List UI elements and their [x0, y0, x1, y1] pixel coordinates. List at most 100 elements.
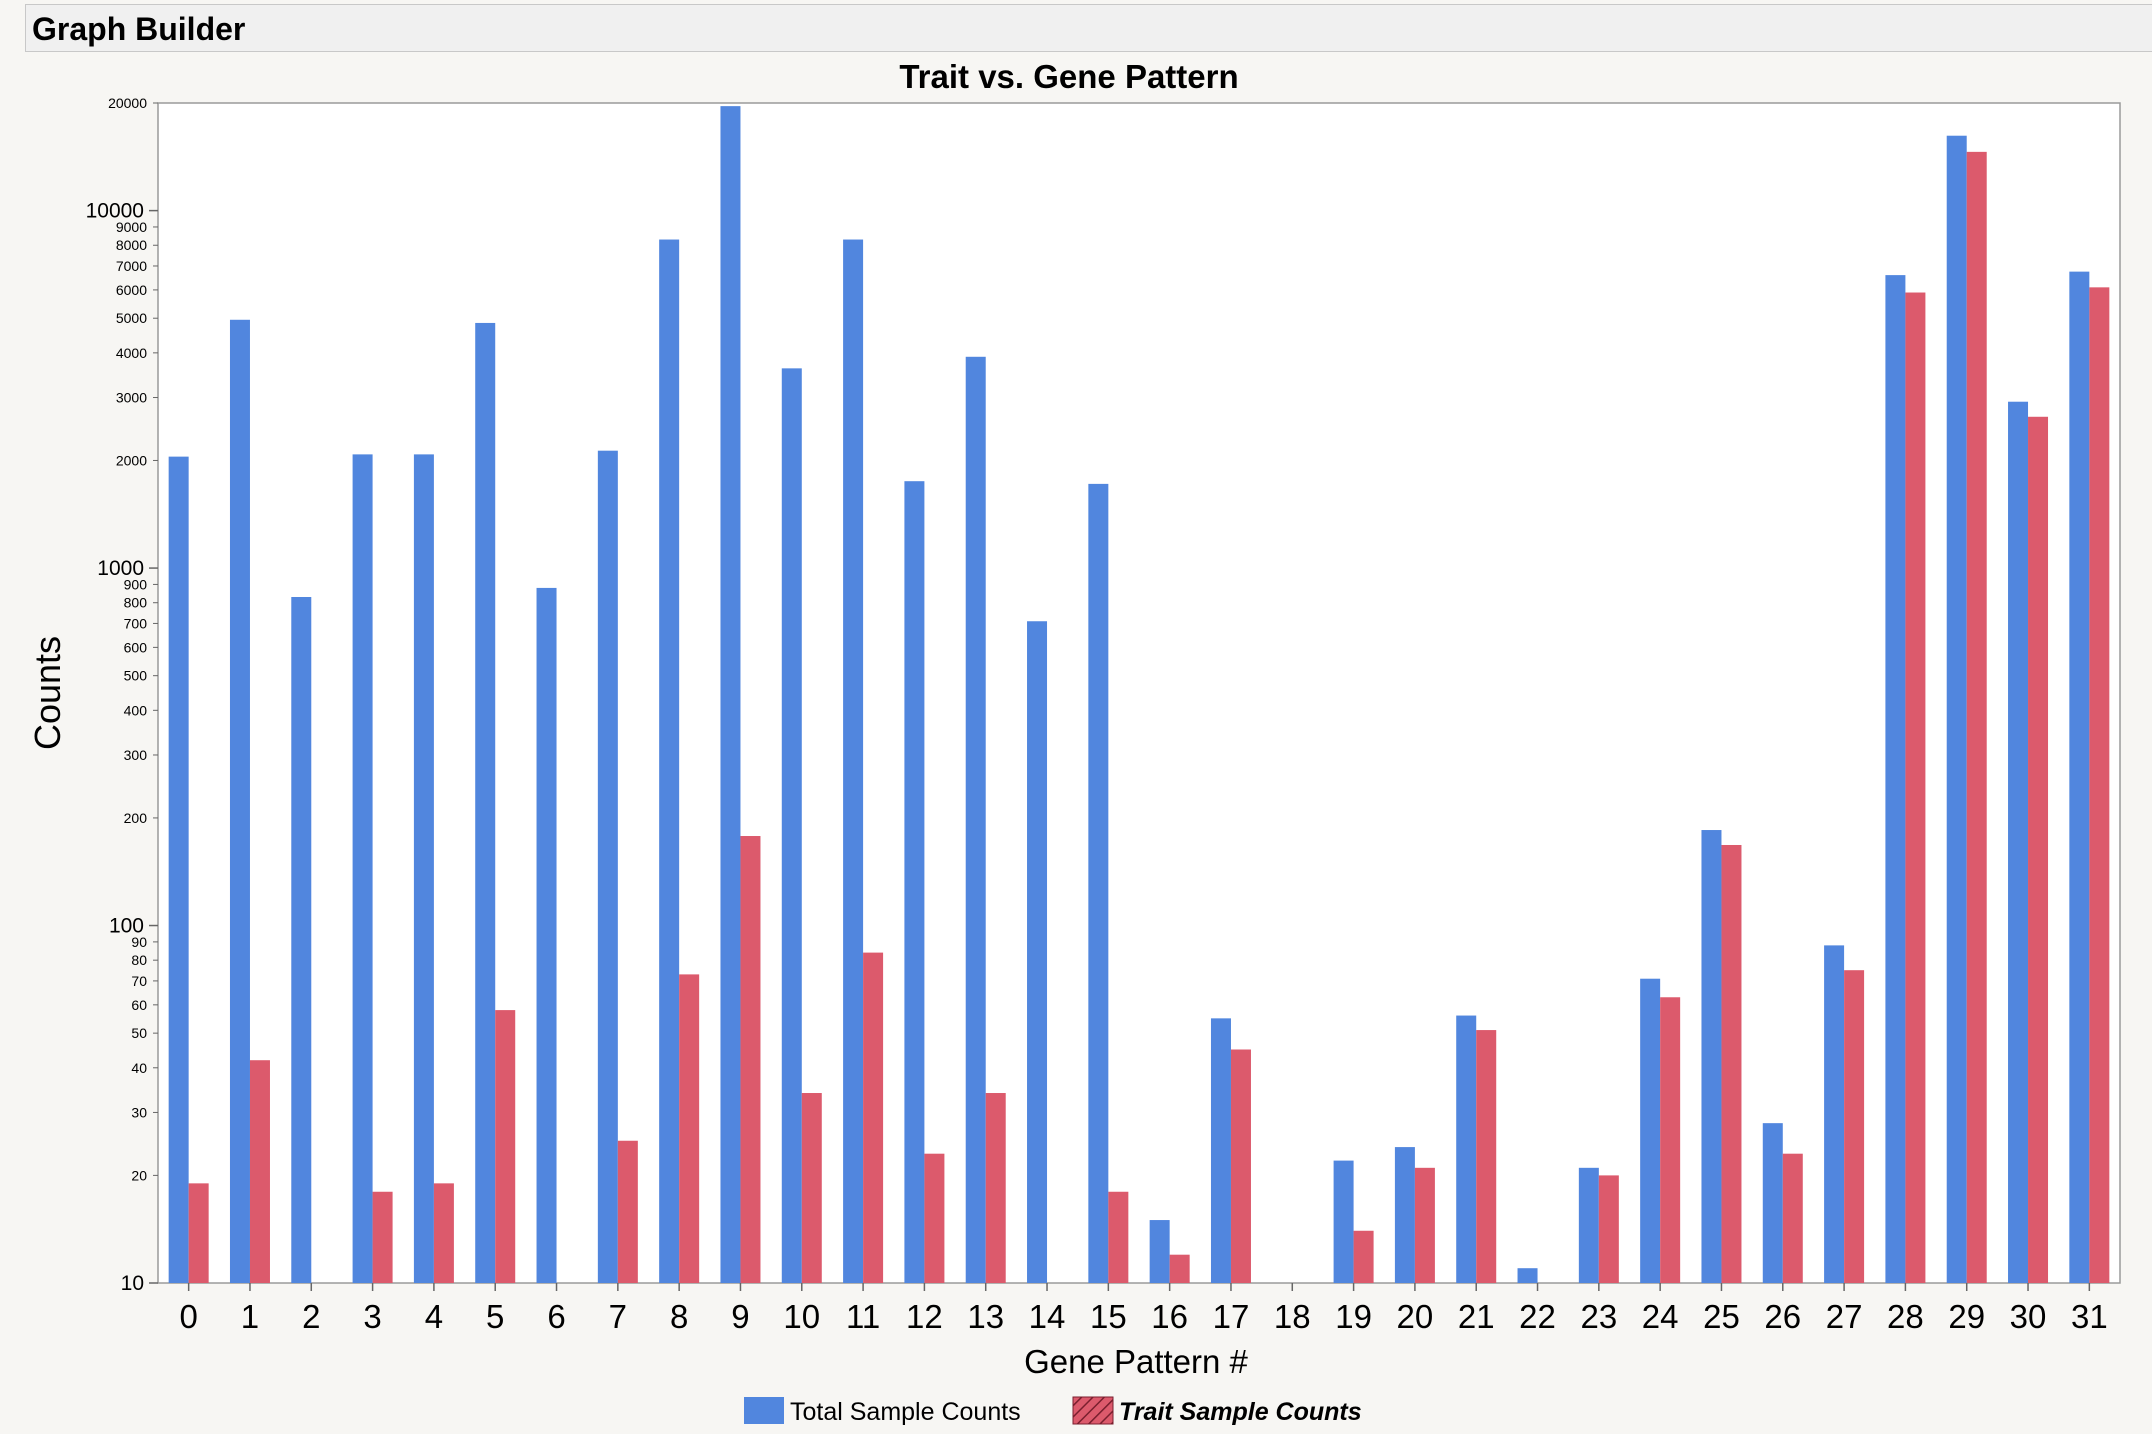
bar-trait-sample-counts[interactable] [1660, 997, 1681, 1283]
bar-trait-sample-counts[interactable] [740, 836, 761, 1283]
bar-total-sample-counts[interactable] [597, 450, 618, 1283]
y-tick-label: 10 [121, 1272, 144, 1295]
bar-total-sample-counts[interactable] [720, 106, 741, 1284]
x-tick-label: 16 [1151, 1298, 1188, 1335]
bar-total-sample-counts[interactable] [1578, 1167, 1599, 1283]
bar-trait-sample-counts[interactable] [1169, 1254, 1190, 1283]
legend-swatch-total [744, 1397, 784, 1424]
bar-trait-sample-counts[interactable] [863, 952, 884, 1283]
y-tick-label: 2000 [116, 452, 147, 468]
x-tick-label: 23 [1580, 1298, 1617, 1335]
bar-trait-sample-counts[interactable] [433, 1183, 454, 1283]
bar-total-sample-counts[interactable] [1762, 1123, 1783, 1283]
x-tick-label: 29 [1948, 1298, 1985, 1335]
bar-total-sample-counts[interactable] [1210, 1018, 1231, 1283]
y-tick-label: 600 [124, 639, 148, 655]
bar-total-sample-counts[interactable] [1640, 978, 1661, 1283]
y-tick-label: 5000 [116, 310, 147, 326]
bar-total-sample-counts[interactable] [1946, 135, 1967, 1283]
y-tick-label: 100 [109, 915, 144, 938]
bar-trait-sample-counts[interactable] [2089, 287, 2110, 1283]
bar-trait-sample-counts[interactable] [1108, 1191, 1129, 1283]
x-tick-label: 19 [1335, 1298, 1372, 1335]
window-title-bar: Graph Builder [25, 4, 2152, 52]
bar-trait-sample-counts[interactable] [1966, 151, 1987, 1283]
bar-total-sample-counts[interactable] [1456, 1015, 1477, 1283]
bar-trait-sample-counts[interactable] [1782, 1153, 1803, 1283]
window-title: Graph Builder [32, 11, 246, 47]
bar-total-sample-counts[interactable] [291, 596, 312, 1283]
bar-total-sample-counts[interactable] [1333, 1160, 1354, 1283]
bar-trait-sample-counts[interactable] [679, 974, 700, 1283]
y-tick-label: 10000 [86, 200, 144, 223]
x-tick-label: 10 [783, 1298, 820, 1335]
bar-total-sample-counts[interactable] [168, 456, 189, 1283]
bar-trait-sample-counts[interactable] [372, 1191, 393, 1283]
bar-trait-sample-counts[interactable] [801, 1093, 822, 1283]
bar-total-sample-counts[interactable] [1824, 945, 1845, 1283]
bar-total-sample-counts[interactable] [1394, 1147, 1415, 1283]
y-tick-label: 200 [124, 810, 148, 826]
x-tick-label: 30 [2010, 1298, 2047, 1335]
bar-total-sample-counts[interactable] [659, 239, 680, 1283]
bar-trait-sample-counts[interactable] [1414, 1167, 1435, 1283]
x-tick-label: 1 [241, 1298, 259, 1335]
x-tick-label: 14 [1029, 1298, 1066, 1335]
bar-total-sample-counts[interactable] [2069, 271, 2090, 1283]
bar-trait-sample-counts[interactable] [1476, 1030, 1497, 1283]
bar-trait-sample-counts[interactable] [2028, 416, 2049, 1284]
chart-title: Trait vs. Gene Pattern [899, 58, 1238, 95]
y-tick-label: 80 [131, 952, 147, 968]
x-tick-label: 11 [846, 1298, 880, 1335]
bar-total-sample-counts[interactable] [536, 587, 557, 1283]
bar-total-sample-counts[interactable] [1701, 830, 1722, 1283]
bar-total-sample-counts[interactable] [843, 239, 864, 1283]
bar-trait-sample-counts[interactable] [617, 1140, 638, 1283]
y-tick-label: 1000 [97, 557, 144, 580]
bar-total-sample-counts[interactable] [965, 356, 986, 1283]
x-tick-label: 0 [179, 1298, 197, 1335]
legend-label-trait: Trait Sample Counts [1119, 1398, 1362, 1426]
bar-trait-sample-counts[interactable] [924, 1153, 945, 1283]
bar-trait-sample-counts[interactable] [1598, 1175, 1619, 1283]
y-tick-label: 400 [124, 702, 148, 718]
bar-total-sample-counts[interactable] [413, 454, 434, 1283]
bar-total-sample-counts[interactable] [781, 368, 802, 1283]
y-tick-label: 4000 [116, 345, 147, 361]
bar-trait-sample-counts[interactable] [1230, 1049, 1251, 1283]
bar-trait-sample-counts[interactable] [188, 1183, 209, 1283]
bar-trait-sample-counts[interactable] [1353, 1230, 1374, 1283]
legend-swatch-trait [1072, 1396, 1114, 1425]
y-tick-label: 60 [131, 997, 147, 1013]
bar-total-sample-counts[interactable] [1885, 275, 1906, 1283]
x-tick-label: 31 [2071, 1298, 2108, 1335]
bar-total-sample-counts[interactable] [1149, 1220, 1170, 1283]
bar-total-sample-counts[interactable] [475, 322, 496, 1284]
y-tick-label: 700 [124, 615, 148, 631]
bar-total-sample-counts[interactable] [352, 454, 373, 1283]
x-axis-label: Gene Pattern # [1024, 1343, 1248, 1380]
legend: Total Sample Counts Trait Sample Counts [744, 1396, 1362, 1426]
x-tick-label: 22 [1519, 1298, 1556, 1335]
bar-total-sample-counts[interactable] [904, 481, 925, 1284]
bar-trait-sample-counts[interactable] [1905, 292, 1926, 1283]
x-tick-label: 15 [1090, 1298, 1127, 1335]
bar-total-sample-counts[interactable] [1027, 621, 1048, 1283]
bar-total-sample-counts[interactable] [1517, 1268, 1538, 1283]
bar-trait-sample-counts[interactable] [985, 1093, 1006, 1283]
y-tick-label: 90 [131, 934, 147, 950]
x-axis: 0 1 2 3 4 5 6 7 8 9 10 11 12 13 14 15 16 17 18 19 20 21 22 23 24… [179, 1283, 2108, 1335]
bar-total-sample-counts[interactable] [1088, 483, 1109, 1283]
x-tick-label: 21 [1458, 1298, 1495, 1335]
bar-trait-sample-counts[interactable] [1844, 970, 1865, 1283]
y-tick-label: 30 [131, 1104, 147, 1120]
bar-total-sample-counts[interactable] [229, 319, 250, 1283]
x-tick-label: 25 [1703, 1298, 1740, 1335]
bar-trait-sample-counts[interactable] [495, 1010, 516, 1283]
y-tick-label: 3000 [116, 390, 147, 406]
bar-trait-sample-counts[interactable] [1721, 844, 1742, 1283]
bar-trait-sample-counts[interactable] [249, 1060, 270, 1283]
bar-total-sample-counts[interactable] [2008, 401, 2029, 1283]
legend-label-total: Total Sample Counts [790, 1398, 1021, 1426]
